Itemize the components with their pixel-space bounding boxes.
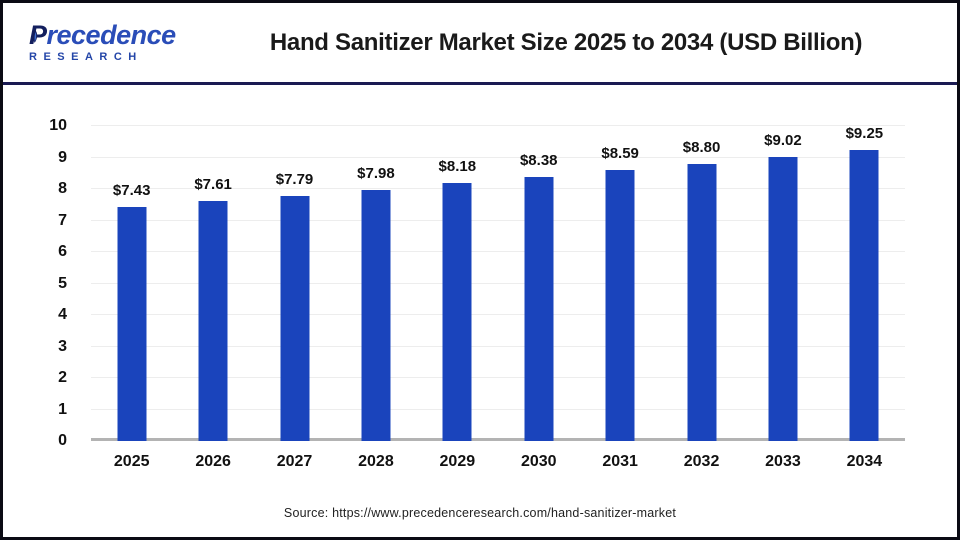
header: Precedence RESEARCH Hand Sanitizer Marke… <box>3 3 957 82</box>
bar-column: $7.43 <box>91 126 172 441</box>
chart-section: 0 1 2 3 4 5 6 7 8 9 10 $7.43 $7.61 $7.79 $7.98 $8.18 $8… <box>3 85 957 537</box>
bar-column: $8.18 <box>417 126 498 441</box>
x-tick-label: 2028 <box>358 453 394 470</box>
x-tick-label: 2033 <box>765 453 801 470</box>
gridline <box>91 125 905 126</box>
source-text: Source: https://www.precedenceresearch.c… <box>283 506 677 520</box>
bar-column: $8.38 <box>498 126 579 441</box>
y-tick-label: 3 <box>58 337 67 355</box>
gridline <box>91 251 905 252</box>
bar-data-label: $8.59 <box>601 145 639 163</box>
bar-data-label: $8.80 <box>682 138 721 156</box>
leaf-icon <box>33 30 38 43</box>
bar-column: $8.80 <box>661 126 742 441</box>
gridline <box>91 377 905 378</box>
x-tick-label: 2026 <box>195 453 231 470</box>
y-tick-label: 9 <box>58 148 67 166</box>
bar-data-label: $7.79 <box>275 170 314 188</box>
bar-data-label: $8.38 <box>519 152 558 170</box>
y-axis-labels: 0 1 2 3 4 5 6 7 8 9 10 <box>3 117 79 449</box>
y-tick-label: 10 <box>49 117 67 134</box>
bar-column: $9.02 <box>742 126 823 441</box>
x-axis-line <box>91 438 905 441</box>
bar-data-label: $7.98 <box>357 164 395 182</box>
y-tick-label: 0 <box>58 432 67 449</box>
bar <box>768 156 798 441</box>
gridline <box>91 408 905 410</box>
x-tick-label: 2034 <box>846 453 883 470</box>
bar-data-label: $8.18 <box>438 158 477 176</box>
precedence-research-logo: Precedence RESEARCH <box>3 22 193 63</box>
bar-data-label: $9.25 <box>845 124 884 142</box>
chart-title: Hand Sanitizer Market Size 2025 to 2034 … <box>269 28 863 56</box>
bar-column: $7.79 <box>254 126 335 441</box>
logo-wordmark: Precedence <box>29 22 193 49</box>
x-tick-label: 2032 <box>683 453 720 470</box>
gridline <box>91 314 905 315</box>
y-tick-label: 2 <box>58 369 67 386</box>
bar <box>442 183 472 441</box>
x-tick-label: 2030 <box>520 453 557 470</box>
y-tick-label: 1 <box>58 400 67 418</box>
header-separator <box>3 82 957 85</box>
gridline <box>91 219 905 221</box>
bar <box>361 189 391 441</box>
gridline <box>91 282 905 284</box>
x-tick-label: 2027 <box>276 453 313 470</box>
bar-data-label: $7.43 <box>112 181 151 199</box>
x-axis-labels: 2025 2026 2027 2028 2029 2030 2031 2032 2033 2034 <box>91 453 905 471</box>
y-tick-label: 5 <box>58 274 67 292</box>
logo-word-rest: recedence <box>46 20 177 50</box>
gridline <box>91 156 905 158</box>
bar-column: $9.25 <box>824 124 905 441</box>
bar <box>117 206 147 441</box>
bar-data-label: $7.61 <box>194 176 232 194</box>
y-tick-label: 6 <box>58 243 67 260</box>
y-tick-label: 4 <box>58 306 67 323</box>
x-tick-label: 2031 <box>602 453 638 470</box>
gridline <box>91 188 905 189</box>
y-tick-label: 7 <box>58 211 67 229</box>
bar <box>524 177 554 441</box>
bar-data-label: $9.02 <box>764 131 802 149</box>
plot-area: $7.43 $7.61 $7.79 $7.98 $8.18 $8.38 $8.59 $8.80… <box>91 124 905 441</box>
gridline <box>91 345 905 347</box>
bar-column: $8.59 <box>579 126 660 441</box>
logo-subtitle: RESEARCH <box>29 51 143 63</box>
bars-row: $7.43 $7.61 $7.79 $7.98 $8.18 $8.38 $8.59 $8.80… <box>91 124 905 441</box>
bar <box>687 163 717 441</box>
bar <box>280 195 310 441</box>
x-tick-label: 2025 <box>113 453 150 470</box>
logo-initial: P <box>29 20 47 50</box>
y-tick-label: 8 <box>58 180 67 197</box>
bar-column: $7.98 <box>335 126 416 441</box>
bar <box>849 149 879 441</box>
bar <box>198 201 228 441</box>
bar-column: $7.61 <box>172 126 253 441</box>
bar <box>605 170 635 441</box>
x-tick-label: 2029 <box>439 453 476 470</box>
